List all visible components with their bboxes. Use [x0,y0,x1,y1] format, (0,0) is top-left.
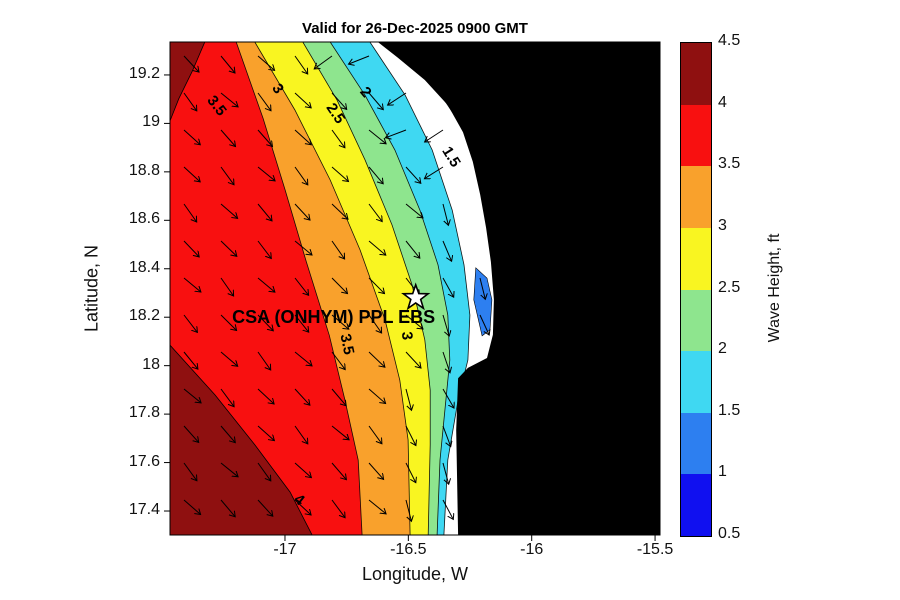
colorbar-tick-label: 2 [718,340,727,358]
y-tick-label: 17.6 [128,452,160,470]
land-mask-layer [377,42,660,535]
colorbar [680,42,712,537]
colorbar-band [681,166,711,228]
axes-layer [164,41,661,541]
y-tick-label: 18.4 [128,258,160,276]
colorbar-tick-label: 3.5 [718,155,741,173]
colorbar-tick-label: 1.5 [718,401,741,419]
colorbar-band [681,412,711,475]
y-tick-label: 18.8 [128,161,160,179]
y-tick-label: 18.6 [128,210,160,228]
colorbar-label: Wave Height, ft [766,233,783,343]
x-tick-label: -16.5 [390,541,427,558]
contour-label: 3.5 [336,332,357,356]
colorbar-tick-label: 0.5 [718,525,741,542]
colorbar-band [681,43,711,105]
y-tick-label: 19.2 [128,64,160,82]
x-tick-label: -16 [520,541,544,558]
colorbar-band [681,227,711,290]
chart-title: Valid for 26-Dec-2025 0900 GMT [302,20,528,37]
colorbar-band [681,351,711,413]
y-tick-label: 18.2 [128,307,160,325]
colorbar-band [681,104,711,167]
x-tick-label: -15.5 [636,541,674,558]
colorbar-tick-label: 3 [718,216,727,234]
y-tick-label: 17.4 [128,501,160,519]
wave-direction-arrows-layer [183,55,489,521]
x-tick-label: -17 [273,541,297,558]
colorbar-tick-label: 4 [718,93,727,111]
colorbar-tick-label: 1 [718,463,727,481]
x-axis-label: Longitude, W [361,564,469,584]
colorbar-band [681,474,711,536]
contour-label: 3 [398,331,416,341]
colorbar-tick-label: 4.5 [718,32,741,49]
y-tick-label: 19 [142,113,160,131]
y-axis-label: Latitude, N [81,244,102,333]
station-marker-layer: CSA (ONHYM) PPL EBS [232,282,435,327]
y-tick-label: 18 [142,355,160,373]
station-label: CSA (ONHYM) PPL EBS [232,307,435,327]
colorbar-band [681,289,711,352]
station-star-icon [401,282,431,311]
colorbar-tick-label: 2.5 [718,278,741,296]
y-tick-label: 17.8 [128,404,160,422]
